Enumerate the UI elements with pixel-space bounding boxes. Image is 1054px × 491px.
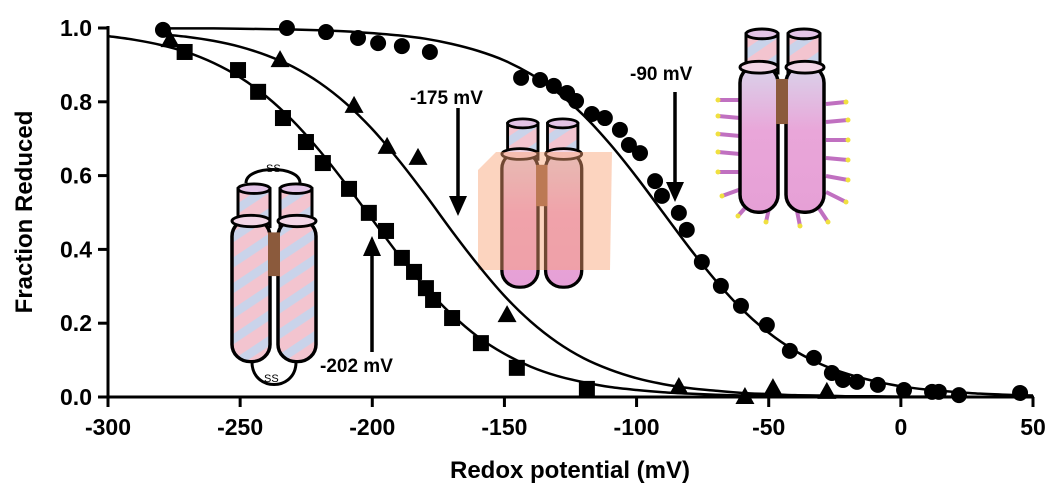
circle-marker	[422, 44, 438, 60]
square-marker	[579, 381, 595, 397]
circle-marker	[597, 110, 613, 126]
x-tick-label: -200	[349, 414, 395, 440]
y-tick-label: 0.0	[60, 384, 92, 410]
circle-marker	[370, 35, 386, 51]
x-tick-label: -300	[85, 414, 131, 440]
circle-marker	[350, 30, 366, 46]
protein-illustration	[718, 29, 848, 226]
annotation: -202 mV	[320, 356, 393, 377]
circle-marker	[679, 222, 695, 238]
circle-marker	[733, 298, 749, 314]
x-tick-label: -100	[614, 414, 660, 440]
y-tick-label: 0.2	[60, 310, 92, 336]
circle-marker	[931, 384, 947, 400]
square-marker	[425, 292, 441, 308]
circle-marker	[896, 382, 912, 398]
x-tick-label: -150	[481, 414, 527, 440]
square-marker	[473, 335, 489, 351]
circle-marker	[532, 72, 548, 88]
chart: SS SS -202 mV -175 mV -90 mV	[0, 0, 1054, 491]
x-tick-label: -50	[752, 414, 785, 440]
square-marker	[275, 110, 291, 126]
y-tick-label: 1.0	[60, 15, 92, 41]
y-tick-label: 0.8	[60, 89, 92, 115]
circle-marker	[870, 377, 886, 393]
circle-marker	[713, 278, 729, 294]
ss-label: SS	[264, 373, 279, 385]
circle-marker	[1012, 385, 1028, 401]
circle-marker	[612, 122, 628, 138]
y-tick-label: 0.6	[60, 163, 92, 189]
square-marker	[406, 264, 422, 280]
annotation: -175 mV	[410, 88, 483, 109]
circle-marker	[782, 343, 798, 359]
square-marker	[509, 360, 525, 376]
circle-marker	[568, 93, 584, 109]
circle-marker	[647, 173, 663, 189]
triangle-marker	[763, 378, 782, 395]
circle-marker	[632, 145, 648, 161]
ss-label: SS	[266, 163, 281, 175]
circle-marker	[279, 20, 295, 36]
x-tick-label: -250	[217, 414, 263, 440]
circle-marker	[155, 22, 171, 38]
protein-illustration	[478, 119, 612, 287]
x-axis-title: Redox potential (mV)	[450, 457, 690, 484]
circle-marker	[835, 372, 851, 388]
y-axis-title: Fraction Reduced	[11, 111, 38, 314]
circle-marker	[806, 350, 822, 366]
x-tick-label: 50	[1020, 414, 1046, 440]
triangle-marker	[498, 305, 517, 322]
square-marker	[394, 250, 410, 266]
y-tick-label: 0.4	[60, 236, 92, 262]
annotation: -90 mV	[630, 64, 693, 85]
x-tick-label: 0	[894, 414, 907, 440]
triangle-marker	[409, 148, 428, 165]
circle-marker	[951, 387, 967, 403]
triangle-marker	[817, 382, 836, 399]
circle-marker	[513, 70, 529, 86]
square-marker	[230, 62, 246, 78]
square-marker	[298, 134, 314, 150]
square-marker	[341, 181, 357, 197]
circle-marker	[694, 254, 710, 270]
circle-marker	[654, 188, 670, 204]
circle-marker	[849, 374, 865, 390]
square-marker	[315, 155, 331, 171]
protein-illustration: SS SS	[232, 163, 316, 385]
page: {"chart_data": { "type": "scatter", "x_l…	[0, 0, 1054, 491]
circle-marker	[759, 317, 775, 333]
square-marker	[250, 84, 266, 100]
square-marker	[378, 223, 394, 239]
square-marker	[361, 205, 377, 221]
circle-marker	[318, 24, 334, 40]
square-marker	[444, 310, 460, 326]
circle-marker	[394, 38, 410, 54]
circle-marker	[671, 205, 687, 221]
